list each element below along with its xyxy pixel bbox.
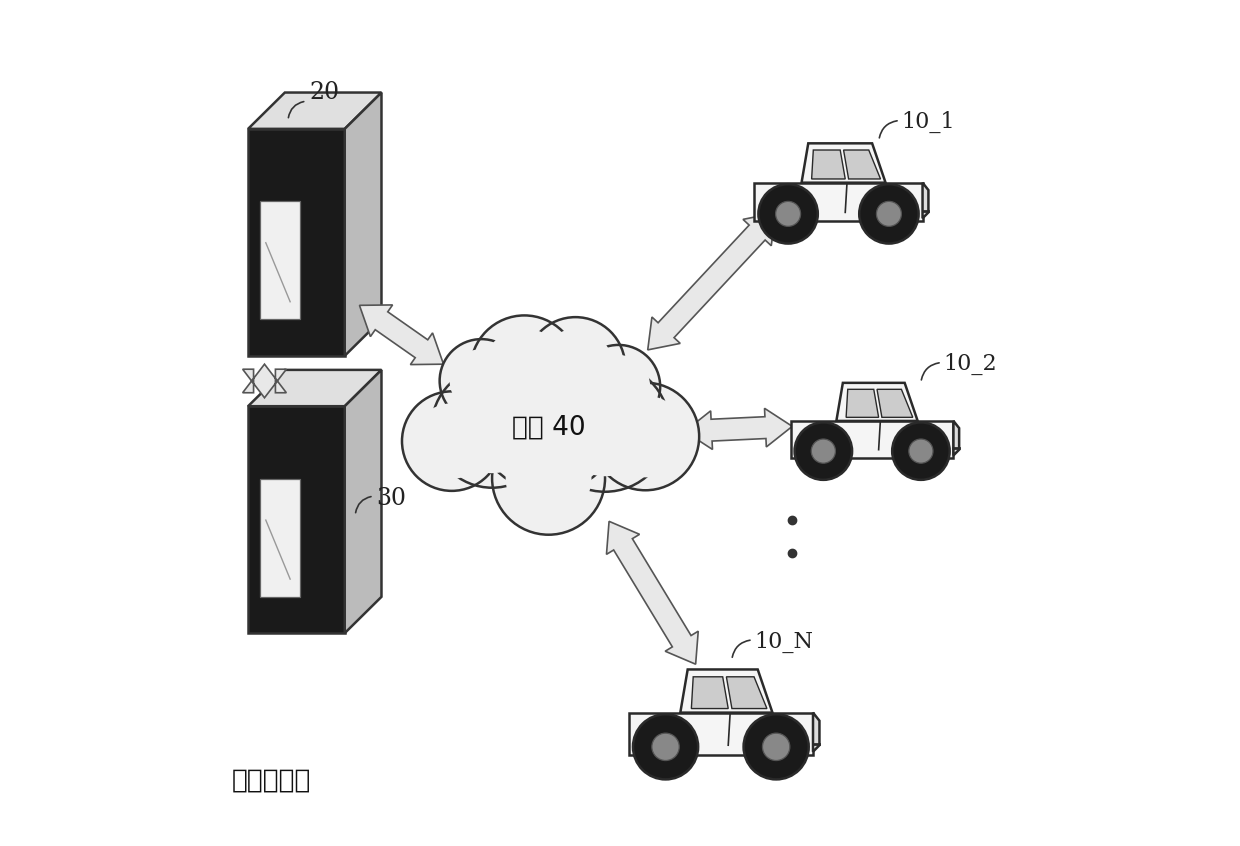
Polygon shape — [801, 143, 885, 183]
Polygon shape — [629, 712, 813, 755]
Circle shape — [450, 349, 513, 413]
Circle shape — [556, 378, 653, 476]
Circle shape — [470, 316, 578, 423]
Polygon shape — [248, 406, 345, 633]
Polygon shape — [692, 677, 728, 709]
Circle shape — [506, 436, 591, 521]
Circle shape — [492, 362, 605, 474]
Circle shape — [909, 439, 932, 464]
Polygon shape — [259, 201, 300, 320]
Polygon shape — [843, 150, 880, 179]
Circle shape — [877, 201, 901, 227]
Circle shape — [859, 184, 919, 244]
Polygon shape — [345, 92, 382, 356]
Circle shape — [402, 392, 501, 491]
Polygon shape — [248, 129, 345, 356]
Circle shape — [587, 355, 650, 418]
Circle shape — [446, 382, 538, 473]
Circle shape — [591, 382, 699, 491]
Polygon shape — [259, 479, 300, 596]
Circle shape — [538, 329, 614, 404]
Circle shape — [577, 345, 660, 428]
Polygon shape — [243, 364, 286, 398]
Polygon shape — [647, 213, 775, 350]
Circle shape — [541, 363, 670, 492]
Polygon shape — [877, 389, 913, 417]
Text: 10_1: 10_1 — [901, 111, 955, 133]
Polygon shape — [791, 421, 954, 459]
Circle shape — [763, 733, 790, 761]
Circle shape — [744, 714, 808, 779]
Circle shape — [892, 422, 950, 480]
Polygon shape — [754, 183, 923, 222]
Polygon shape — [606, 521, 698, 664]
Polygon shape — [812, 150, 846, 179]
Polygon shape — [248, 92, 382, 129]
Circle shape — [484, 328, 565, 410]
Text: 10_2: 10_2 — [944, 353, 997, 376]
Polygon shape — [684, 409, 792, 449]
Polygon shape — [727, 677, 766, 709]
Circle shape — [432, 366, 553, 487]
Polygon shape — [923, 183, 929, 218]
Circle shape — [526, 317, 625, 416]
Text: 20: 20 — [309, 80, 340, 103]
Text: 30: 30 — [376, 487, 407, 510]
Circle shape — [440, 339, 523, 422]
Circle shape — [632, 714, 698, 779]
Polygon shape — [846, 389, 879, 417]
Circle shape — [414, 404, 490, 479]
Polygon shape — [248, 370, 382, 406]
Circle shape — [475, 344, 622, 492]
Circle shape — [795, 422, 852, 480]
Circle shape — [759, 184, 818, 244]
Polygon shape — [813, 712, 820, 752]
Text: 网络 40: 网络 40 — [512, 415, 585, 440]
Text: 10_N: 10_N — [754, 630, 813, 652]
Polygon shape — [954, 421, 959, 455]
Circle shape — [811, 439, 836, 464]
Circle shape — [652, 733, 680, 761]
Circle shape — [605, 396, 686, 477]
Polygon shape — [836, 383, 918, 421]
Circle shape — [776, 201, 801, 227]
Circle shape — [492, 422, 605, 535]
Polygon shape — [681, 669, 773, 712]
Text: 信号接收方: 信号接收方 — [232, 767, 311, 794]
Polygon shape — [360, 305, 444, 365]
Polygon shape — [345, 370, 382, 633]
